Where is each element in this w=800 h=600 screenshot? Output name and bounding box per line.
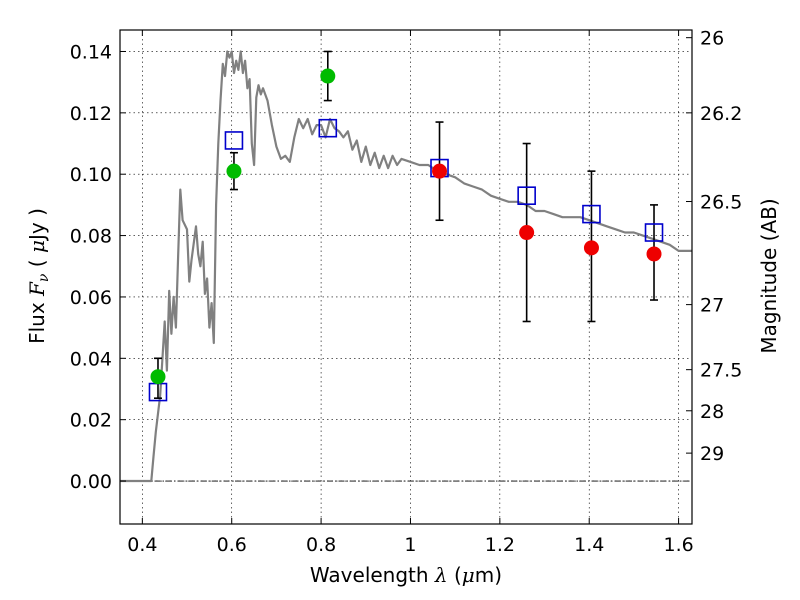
grid — [120, 30, 692, 524]
observed-circle-marker — [583, 240, 599, 256]
y-tick-label: 0.04 — [70, 348, 112, 370]
plot-frame — [119, 29, 693, 525]
axis-ticks: 0.4 0.6 0.8 1 1.2 1.4 1.6 0.00 0.02 0.04 0.06 0.08 0… — [70, 28, 743, 556]
y-tick-label: 0.12 — [70, 103, 112, 125]
observed-circle-marker — [519, 225, 535, 241]
y-axis-label-nu: ν — [36, 273, 52, 282]
model-square-marker — [517, 186, 536, 205]
x-axis-label-mu: μ — [462, 563, 475, 587]
x-tick-label: 1.6 — [663, 534, 693, 556]
y-tick-label: 0.06 — [70, 287, 112, 309]
model-square-marker — [582, 204, 601, 224]
x-axis-label-unit: m) — [475, 563, 502, 587]
magnitude-axis-label: Magnitude (AB) — [757, 198, 781, 353]
y-tick-label: 0.10 — [70, 164, 112, 186]
spectrum-line — [120, 50, 692, 483]
x-axis-label-lambda: λ — [434, 563, 448, 587]
x-axis-label-prefix: Wavelength — [310, 563, 435, 587]
y-axis-label-unit: Jy ) — [25, 208, 49, 242]
y-tick-label: 0.14 — [70, 41, 112, 63]
observed-circle-marker — [432, 163, 448, 179]
model-spectrum-curve — [120, 50, 692, 483]
model-square-marker — [318, 118, 338, 138]
y-tick-label: 0.02 — [70, 410, 112, 432]
y-tick-label: 0.00 — [70, 471, 112, 493]
x-tick-label: 1.4 — [574, 534, 604, 556]
model-square-marker — [224, 131, 244, 150]
x-tick-label: 0.8 — [306, 534, 336, 556]
magnitude-tick-label: 26 — [700, 28, 724, 50]
observed-circle-marker — [646, 246, 662, 262]
x-tick-label: 0.6 — [217, 534, 247, 556]
magnitude-tick-label: 27.5 — [700, 360, 742, 382]
y-axis-label-paren: ( — [25, 253, 49, 274]
observed-circle-marker — [150, 369, 166, 385]
x-axis-label: Wavelength λ (μm) — [310, 563, 502, 587]
y-axis-label-f: F — [25, 281, 49, 297]
y-axis-label-prefix: Flux — [25, 296, 49, 344]
magnitude-tick-label: 26.5 — [700, 192, 742, 214]
x-tick-label: 1.2 — [485, 534, 515, 556]
error-bars — [153, 50, 659, 399]
observed-circle-marker — [226, 163, 242, 179]
y-axis-label: Flux Fν ( μJy ) — [25, 208, 52, 344]
x-tick-label: 0.4 — [127, 534, 157, 556]
x-axis-label-paren: ( — [448, 563, 462, 587]
observed-circle-marker — [320, 68, 336, 84]
x-tick-label: 1 — [404, 534, 416, 556]
magnitude-tick-label: 26.2 — [700, 103, 742, 125]
data-markers — [148, 68, 664, 402]
model-square-marker — [644, 223, 664, 242]
magnitude-tick-label: 27 — [700, 295, 724, 317]
magnitude-tick-label: 28 — [700, 401, 724, 423]
y-axis-label-mu: μ — [25, 240, 49, 253]
magnitude-tick-label: 29 — [700, 443, 724, 465]
y-tick-label: 0.08 — [70, 226, 112, 248]
